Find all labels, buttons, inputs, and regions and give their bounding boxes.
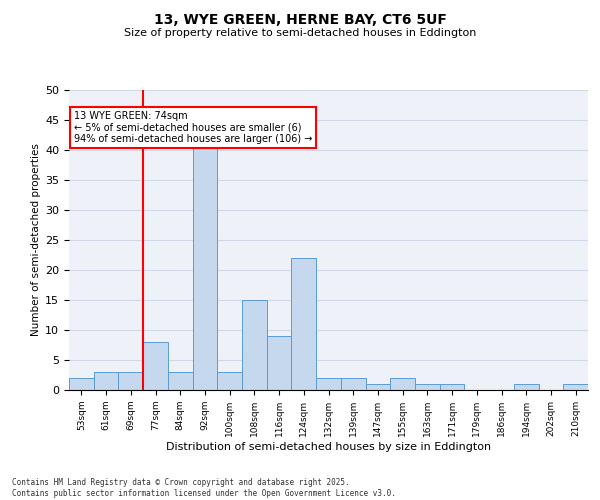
Bar bbox=[143, 342, 168, 390]
Text: Contains HM Land Registry data © Crown copyright and database right 2025.
Contai: Contains HM Land Registry data © Crown c… bbox=[12, 478, 396, 498]
Bar bbox=[390, 378, 415, 390]
Text: Size of property relative to semi-detached houses in Eddington: Size of property relative to semi-detach… bbox=[124, 28, 476, 38]
Y-axis label: Number of semi-detached properties: Number of semi-detached properties bbox=[31, 144, 41, 336]
X-axis label: Distribution of semi-detached houses by size in Eddington: Distribution of semi-detached houses by … bbox=[166, 442, 491, 452]
Bar bbox=[217, 372, 242, 390]
Bar bbox=[316, 378, 341, 390]
Bar bbox=[94, 372, 118, 390]
Bar bbox=[365, 384, 390, 390]
Text: 13, WYE GREEN, HERNE BAY, CT6 5UF: 13, WYE GREEN, HERNE BAY, CT6 5UF bbox=[154, 12, 446, 26]
Bar bbox=[118, 372, 143, 390]
Bar bbox=[514, 384, 539, 390]
Bar bbox=[242, 300, 267, 390]
Bar bbox=[292, 258, 316, 390]
Bar bbox=[193, 144, 217, 390]
Bar bbox=[415, 384, 440, 390]
Bar bbox=[341, 378, 365, 390]
Text: 13 WYE GREEN: 74sqm
← 5% of semi-detached houses are smaller (6)
94% of semi-det: 13 WYE GREEN: 74sqm ← 5% of semi-detache… bbox=[74, 111, 313, 144]
Bar bbox=[69, 378, 94, 390]
Bar bbox=[267, 336, 292, 390]
Bar bbox=[440, 384, 464, 390]
Bar bbox=[563, 384, 588, 390]
Bar bbox=[168, 372, 193, 390]
